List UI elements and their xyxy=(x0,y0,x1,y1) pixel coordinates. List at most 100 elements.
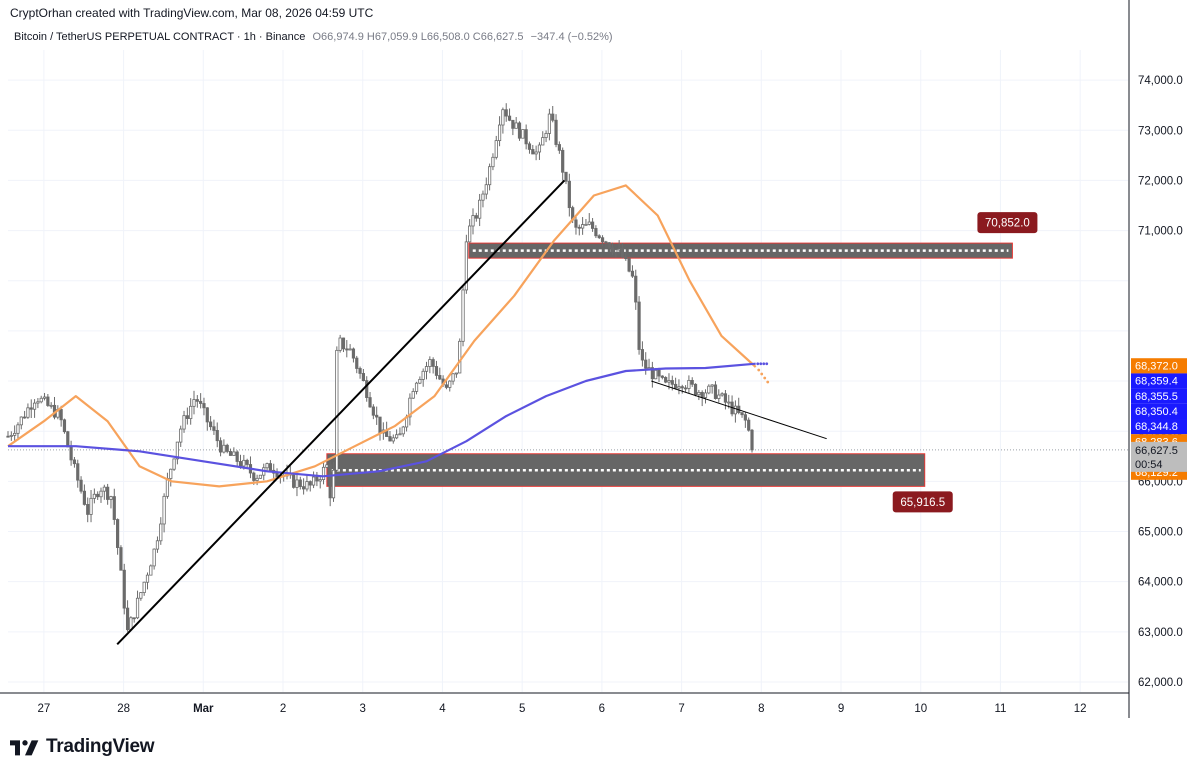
candle-body xyxy=(232,451,236,456)
candle-body xyxy=(587,221,591,225)
candle xyxy=(16,422,20,441)
candle xyxy=(225,443,229,454)
candle-body xyxy=(434,366,439,376)
candle-body xyxy=(488,166,492,186)
candle xyxy=(145,572,150,590)
support-trendline xyxy=(116,179,566,646)
candle-body xyxy=(42,396,47,399)
candle xyxy=(112,488,116,525)
tradingview-logo: TradingView xyxy=(10,736,155,758)
candle xyxy=(428,356,432,374)
candle xyxy=(49,402,53,409)
price-label: 68,344.8 xyxy=(1131,419,1187,435)
candle xyxy=(547,108,551,141)
ohlc-values: O66,974.9 H67,059.9 L66,508.0 C66,627.5 xyxy=(312,31,526,43)
open-label: O xyxy=(312,31,322,43)
candle xyxy=(165,472,170,499)
candle xyxy=(298,476,302,490)
candle xyxy=(368,391,372,408)
candle-body xyxy=(660,375,664,378)
candle xyxy=(9,431,13,441)
candle-body xyxy=(238,461,243,467)
candle-body xyxy=(604,241,608,244)
candle-body xyxy=(331,469,336,499)
candle-body xyxy=(677,386,681,389)
candle-body xyxy=(464,241,468,291)
candle-body xyxy=(358,368,362,374)
candle-body xyxy=(62,419,67,433)
candle xyxy=(478,193,482,227)
candle-body xyxy=(175,441,179,460)
candle-body xyxy=(610,247,615,253)
candle xyxy=(39,395,43,404)
candle xyxy=(179,425,183,447)
candle xyxy=(594,225,598,239)
candle-body xyxy=(195,399,199,402)
candle xyxy=(687,375,691,394)
candle xyxy=(19,416,23,430)
candle xyxy=(66,430,70,448)
candle-body xyxy=(501,109,505,126)
candle xyxy=(345,340,349,358)
candle xyxy=(431,357,435,374)
candle-body xyxy=(690,379,694,385)
price-tick-label: 63,000.0 xyxy=(1138,627,1183,639)
candle-body xyxy=(76,463,80,481)
candle-body xyxy=(630,270,635,277)
candle xyxy=(139,592,143,601)
candle-body xyxy=(69,446,73,461)
candle xyxy=(142,581,146,596)
candle-body xyxy=(411,391,415,399)
candle xyxy=(421,368,425,387)
candle-body xyxy=(36,401,40,404)
candle-body xyxy=(215,430,219,442)
candle-body xyxy=(428,359,432,367)
candle xyxy=(202,397,206,416)
candles xyxy=(6,103,754,632)
candle-body xyxy=(39,397,43,403)
candle xyxy=(527,141,532,154)
time-tick-label: 28 xyxy=(117,703,130,715)
candle xyxy=(86,497,90,523)
candle xyxy=(577,224,581,236)
candle-body xyxy=(311,476,316,486)
candle-body xyxy=(298,479,302,488)
price-label-text: 68,355.5 xyxy=(1135,391,1178,403)
candle-body xyxy=(328,464,332,499)
candle xyxy=(541,131,545,146)
candle-body xyxy=(351,348,356,359)
price-tick-label: 62,000.0 xyxy=(1138,677,1183,689)
candle xyxy=(328,461,332,507)
candle-body xyxy=(551,113,555,121)
candle xyxy=(567,173,571,217)
blue-moving-average xyxy=(8,362,756,478)
tradingview-logo-icon xyxy=(10,740,39,756)
candle-body xyxy=(192,399,196,407)
candle xyxy=(92,488,96,504)
candle-body xyxy=(338,337,342,351)
candle-body xyxy=(222,444,226,453)
candle xyxy=(637,296,641,355)
candle xyxy=(747,417,751,432)
candle-body xyxy=(13,432,17,436)
candle-body xyxy=(534,151,538,155)
candle xyxy=(584,218,588,226)
candle-body xyxy=(218,440,223,453)
candle xyxy=(524,124,528,150)
candle-body xyxy=(557,144,561,151)
candle-body xyxy=(448,380,452,388)
candle-body xyxy=(547,113,551,134)
candle-body xyxy=(235,451,239,462)
candle xyxy=(468,219,472,243)
candle-body xyxy=(152,548,156,567)
time-tick-label: 6 xyxy=(599,703,605,715)
candle-body xyxy=(112,496,116,520)
last-price-label: 66,627.5 00:54 xyxy=(1131,441,1187,472)
candle xyxy=(531,144,535,155)
candle xyxy=(232,447,236,456)
candle xyxy=(169,468,173,487)
price-label: 68,359.4 xyxy=(1131,373,1187,389)
candle xyxy=(149,564,153,576)
candle-body xyxy=(125,607,130,631)
